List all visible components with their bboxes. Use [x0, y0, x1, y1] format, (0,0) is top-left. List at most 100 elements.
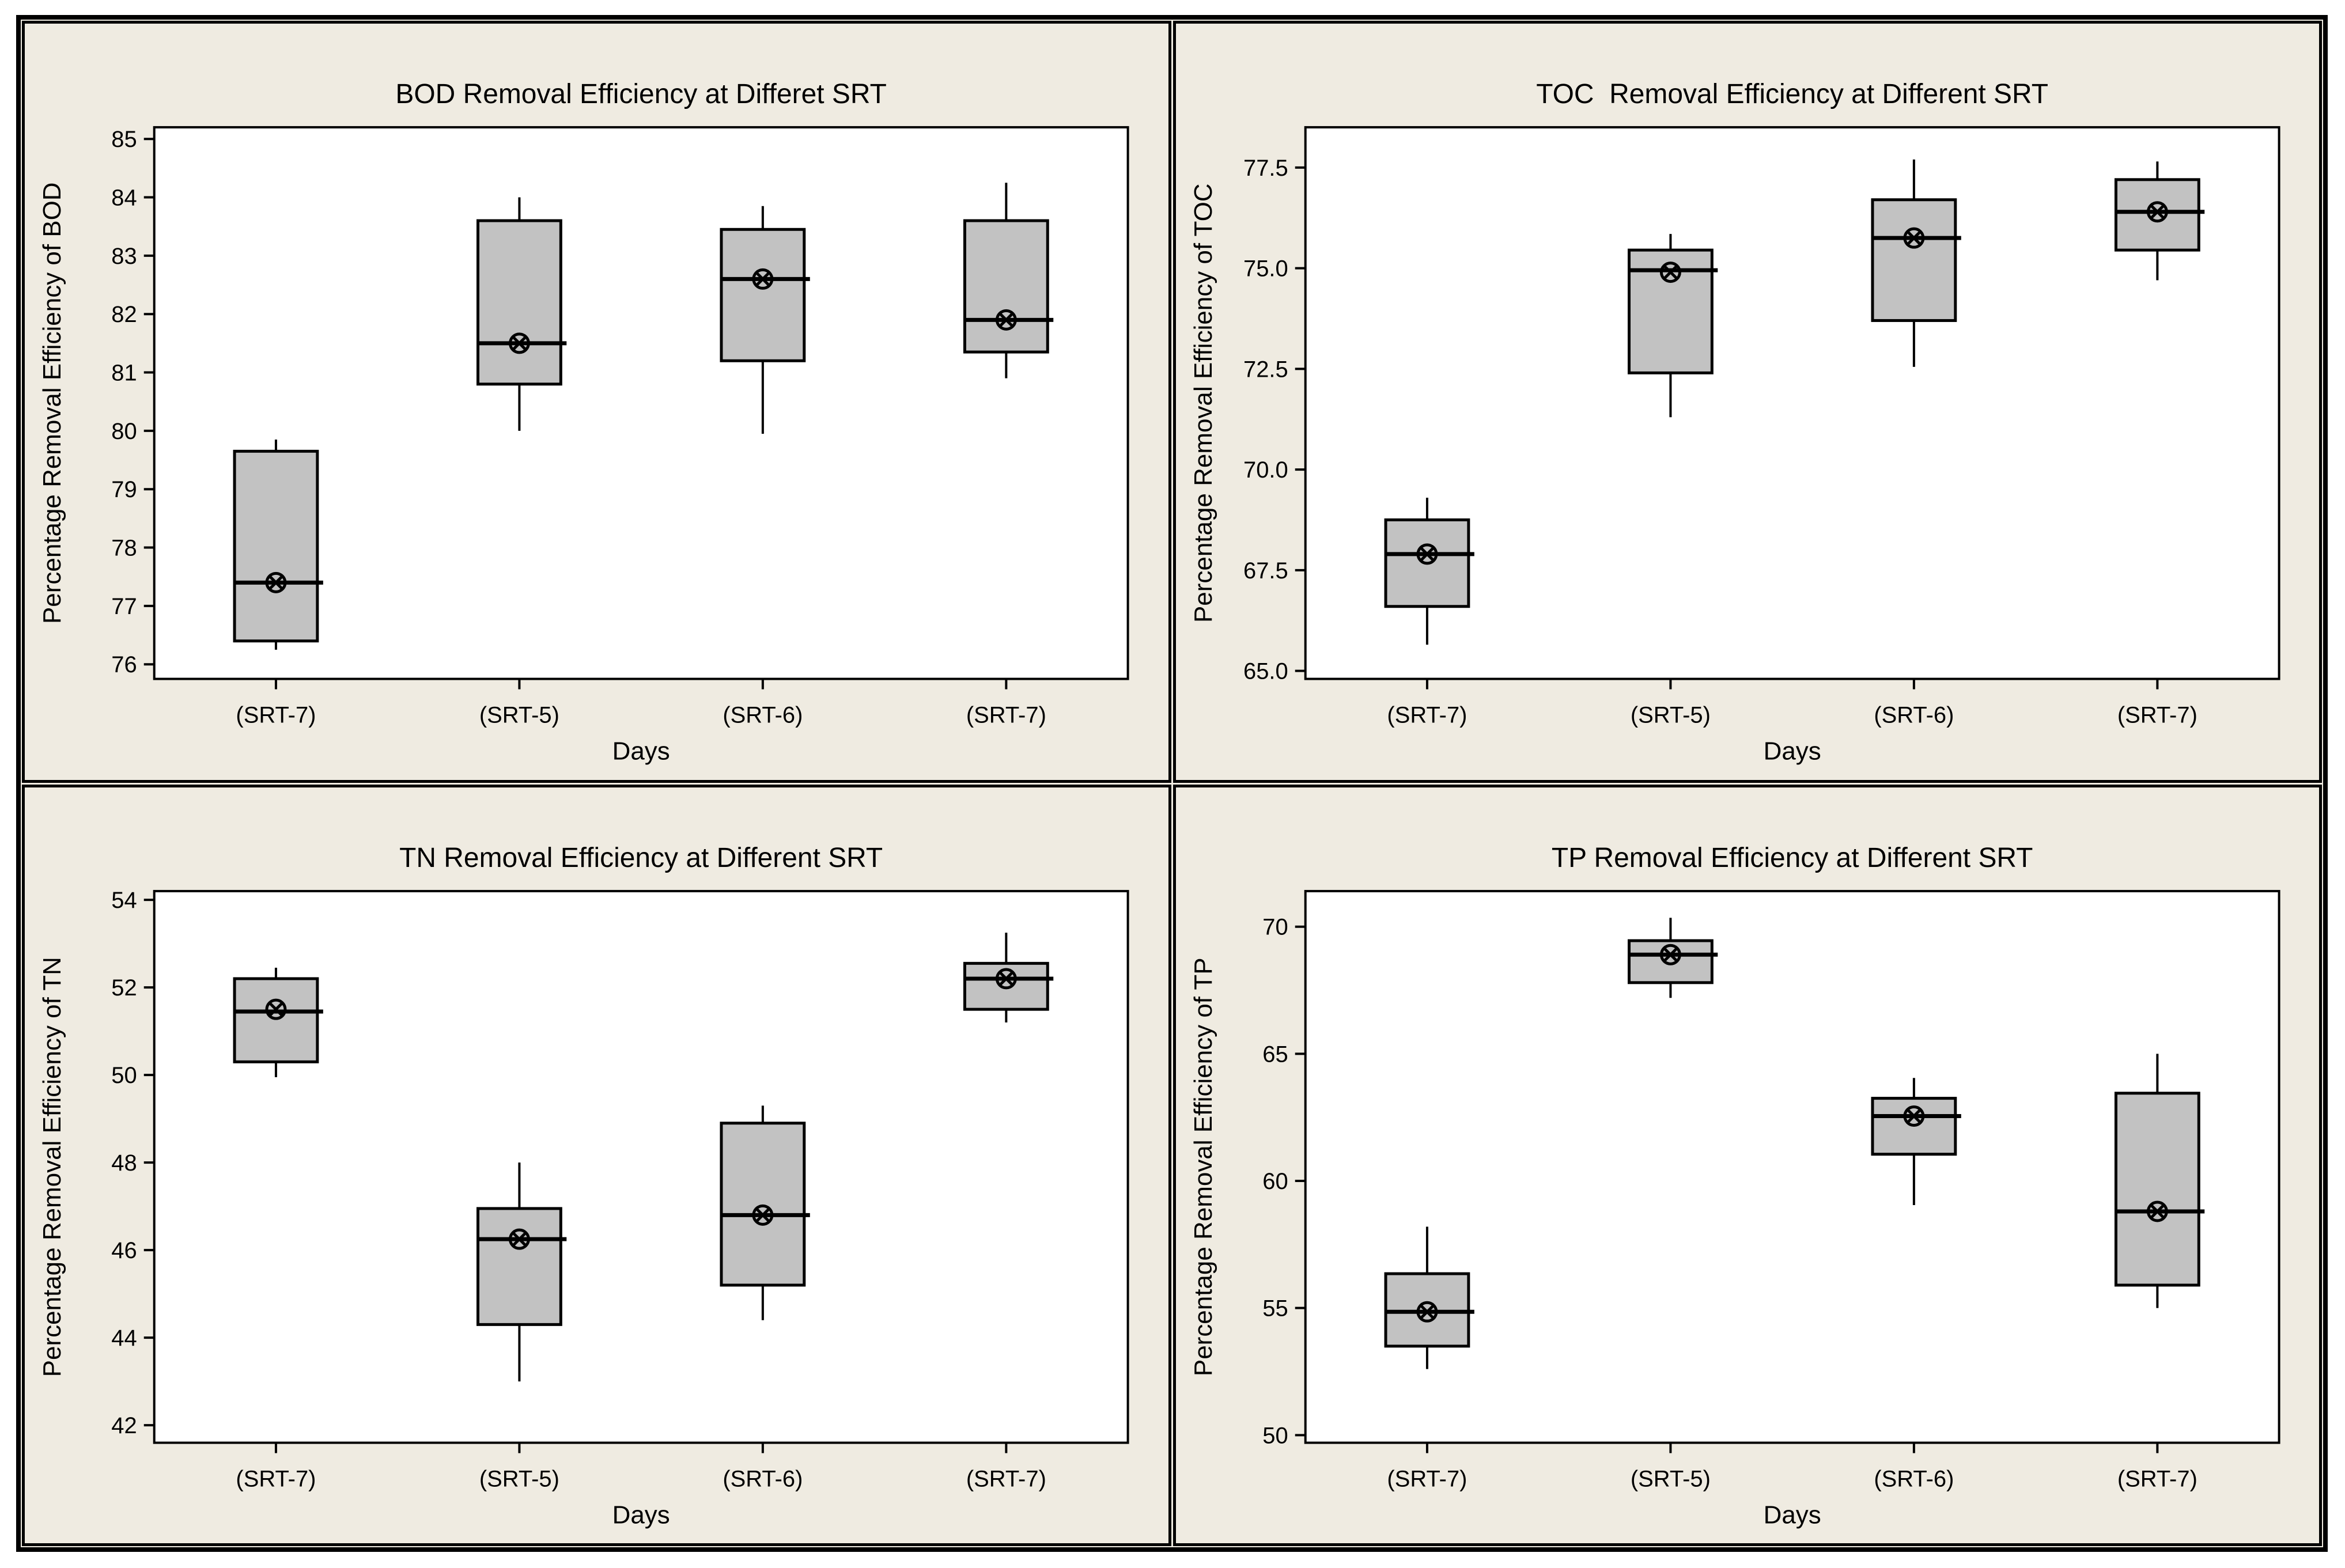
mean-marker-circle — [1903, 1105, 1924, 1127]
x-axis-label: Days — [1763, 737, 1821, 765]
x-tick-label: (SRT-6) — [723, 1466, 803, 1491]
panel-toc: TOC Removal Efficiency at Different SRT P… — [1172, 21, 2322, 783]
panel-title: TOC Removal Efficiency at Different SRT — [1536, 79, 2048, 109]
x-axis-label: Days — [1763, 1501, 1821, 1529]
y-tick-label: 80 — [111, 419, 137, 444]
box — [476, 1206, 562, 1326]
y-tick-label: 77.5 — [1243, 156, 1288, 181]
box — [963, 961, 1049, 1011]
y-tick-label: 65.0 — [1243, 659, 1288, 684]
y-tick-label: 85 — [111, 127, 137, 152]
box — [2114, 1091, 2200, 1286]
y-tick-label: 54 — [111, 888, 137, 913]
x-tick-label: (SRT-7) — [966, 703, 1046, 728]
x-tick-label: (SRT-5) — [479, 1466, 559, 1491]
y-tick-label: 77 — [111, 594, 137, 619]
mean-marker-x — [998, 312, 1014, 328]
box — [233, 449, 319, 643]
mean-marker — [508, 1228, 530, 1250]
x-tick-label: (SRT-6) — [1874, 1466, 1954, 1491]
y-tick-label: 44 — [111, 1325, 137, 1351]
mean-marker — [1903, 227, 1924, 249]
mean-marker — [1659, 262, 1681, 283]
y-axis-label: Percentage Removal Efficiency of TOC — [1189, 183, 1217, 623]
y-tick-label: 84 — [111, 185, 137, 211]
y-tick-label: 76 — [111, 652, 137, 677]
y-tick-label: 83 — [111, 244, 137, 269]
mean-marker-circle — [1659, 262, 1681, 283]
mean-marker-circle — [995, 309, 1017, 331]
box — [1627, 938, 1714, 984]
y-tick-label: 82 — [111, 302, 137, 327]
chart-svg-bod: BOD Removal Efficiency at Differet SRT Pe… — [38, 79, 1129, 766]
mean-marker-circle — [752, 1204, 774, 1226]
y-tick-label: 52 — [111, 975, 137, 1001]
mean-marker — [995, 967, 1017, 989]
mean-marker-x — [1419, 546, 1435, 562]
y-axis-label: Percentage Removal Efficiency of BOD — [38, 182, 66, 624]
chart-svg-tn: TN Removal Efficiency at Different SRT Pe… — [38, 842, 1129, 1529]
figure-frame: BOD Removal Efficiency at Differet SRT Pe… — [16, 15, 2328, 1552]
mean-marker — [1903, 1105, 1924, 1127]
y-tick-label: 50 — [111, 1063, 137, 1088]
box — [963, 219, 1049, 354]
mean-marker-x — [1662, 264, 1678, 280]
y-tick-label: 65 — [1262, 1041, 1288, 1067]
panel-title: TN Removal Efficiency at Different SRT — [399, 842, 883, 873]
panel-tp: TP Removal Efficiency at Different SRT Pe… — [1172, 784, 2322, 1546]
panel-title: TP Removal Efficiency at Different SRT — [1551, 842, 2033, 873]
x-tick-label: (SRT-6) — [1874, 703, 1954, 728]
mean-marker-circle — [2146, 1200, 2168, 1222]
panel-title: BOD Removal Efficiency at Differet SRT — [395, 79, 886, 109]
mean-marker-x — [998, 971, 1014, 986]
x-tick-label: (SRT-7) — [236, 703, 316, 728]
x-tick-label: (SRT-5) — [1630, 703, 1710, 728]
mean-marker-x — [1906, 230, 1922, 246]
y-tick-label: 78 — [111, 536, 137, 561]
box — [720, 1121, 806, 1286]
x-tick-label: (SRT-7) — [1387, 703, 1467, 728]
mean-marker-x — [755, 1207, 770, 1222]
y-tick-label: 67.5 — [1243, 558, 1288, 584]
chart-svg-tp: TP Removal Efficiency at Different SRT Pe… — [1189, 842, 2280, 1529]
mean-marker-circle — [508, 332, 530, 354]
mean-marker-x — [268, 1001, 284, 1017]
mean-marker-circle — [265, 998, 287, 1020]
mean-marker-circle — [1416, 543, 1438, 565]
y-tick-label: 75.0 — [1243, 256, 1288, 282]
mean-marker — [2146, 201, 2168, 223]
y-tick-label: 81 — [111, 361, 137, 386]
box — [720, 228, 806, 362]
y-tick-label: 55 — [1262, 1296, 1288, 1321]
mean-marker — [1659, 944, 1681, 965]
mean-marker — [265, 571, 287, 593]
mean-marker-x — [2149, 1203, 2165, 1219]
panel-bod: BOD Removal Efficiency at Differet SRT Pe… — [22, 21, 1171, 783]
y-tick-label: 42 — [111, 1413, 137, 1438]
y-axis-label: Percentage Removal Efficiency of TP — [1189, 957, 1217, 1376]
x-tick-label: (SRT-7) — [1387, 1466, 1467, 1491]
mean-marker-circle — [508, 1228, 530, 1250]
box — [233, 976, 319, 1063]
x-tick-label: (SRT-7) — [236, 1466, 316, 1491]
y-tick-label: 48 — [111, 1150, 137, 1176]
x-tick-label: (SRT-7) — [2117, 1466, 2197, 1491]
mean-marker — [265, 998, 287, 1020]
mean-marker-x — [755, 271, 770, 287]
mean-marker-x — [512, 1231, 527, 1247]
mean-marker-x — [1662, 946, 1678, 962]
box — [1870, 198, 1957, 322]
x-tick-label: (SRT-7) — [2117, 703, 2197, 728]
y-tick-label: 70 — [1262, 914, 1288, 940]
mean-marker-x — [2149, 204, 2165, 219]
y-tick-label: 46 — [111, 1238, 137, 1263]
y-tick-label: 70.0 — [1243, 457, 1288, 483]
y-axis-label: Percentage Removal Efficiency of TN — [38, 957, 66, 1377]
x-tick-label: (SRT-5) — [479, 703, 559, 728]
panel-tn: TN Removal Efficiency at Different SRT Pe… — [22, 784, 1171, 1546]
mean-marker — [752, 1204, 774, 1226]
y-tick-label: 50 — [1262, 1423, 1288, 1448]
mean-marker — [752, 268, 774, 290]
mean-marker — [2146, 1200, 2168, 1222]
